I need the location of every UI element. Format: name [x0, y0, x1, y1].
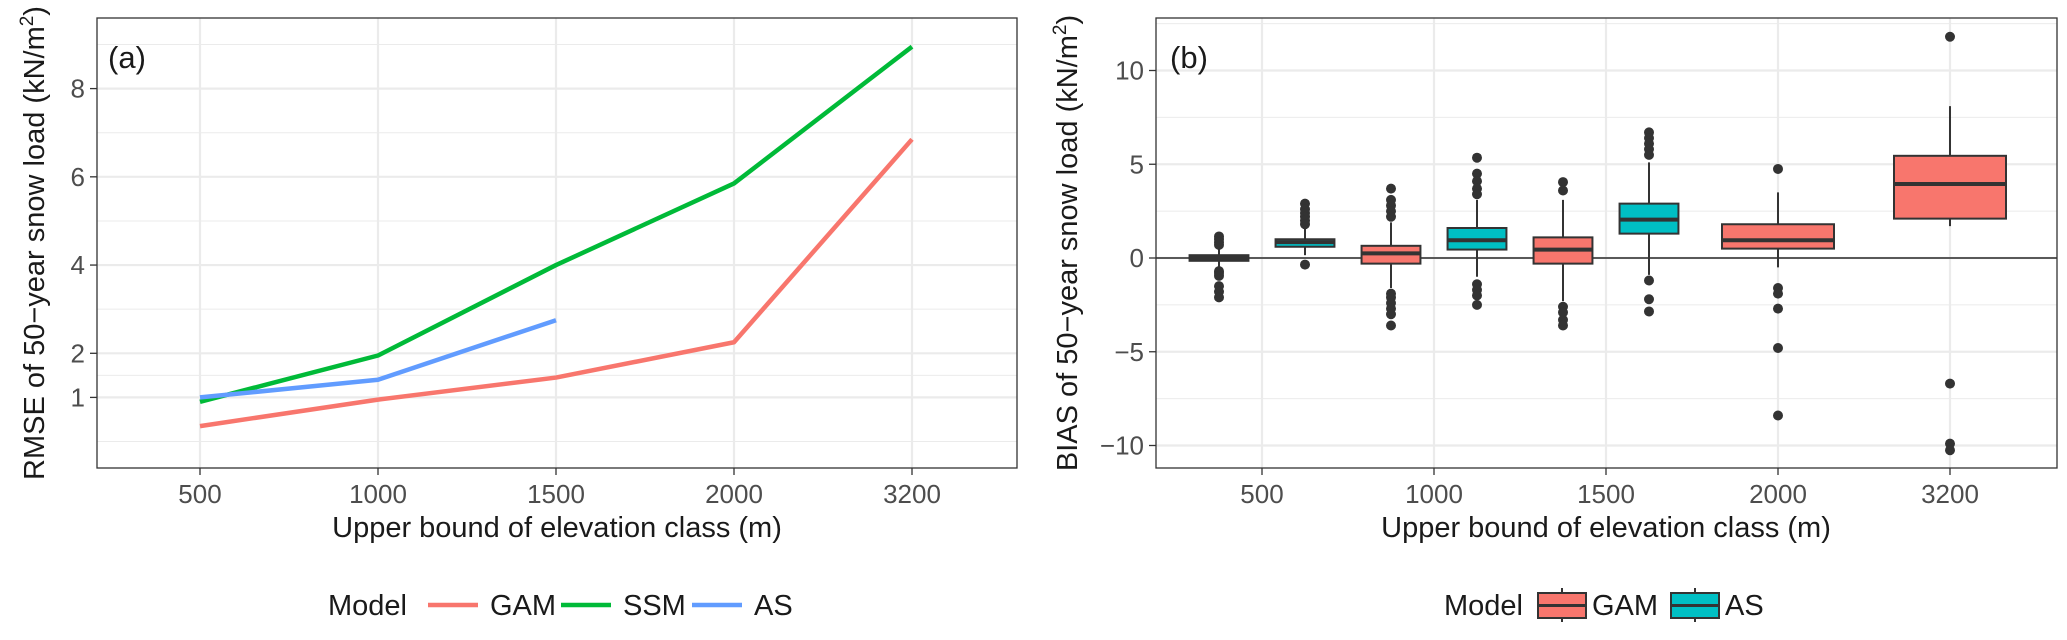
outlier-point — [1773, 303, 1783, 314]
series-line-gam — [199, 137, 914, 429]
x-tick-label: 2000 — [705, 479, 763, 509]
panel-a-x-axis-title: Upper bound of elevation class (m) — [332, 512, 782, 544]
panel-b-legend-title: Model — [1444, 590, 1523, 622]
panel-a-x-axis-ticks: 500 1000 1500 2000 3200 — [178, 468, 941, 509]
y-tick-label: 1 — [71, 382, 85, 412]
outlier-point — [1472, 299, 1482, 310]
x-tick-label: 2000 — [1749, 479, 1807, 509]
box-gam-1000 — [1360, 183, 1422, 331]
panel-a-border — [96, 17, 1018, 469]
panel-a-legend-title: Model — [328, 590, 407, 622]
x-tick-label: 1000 — [1405, 479, 1463, 509]
panel-b-x-axis-ticks: 500 1000 1500 2000 3200 — [1240, 468, 1979, 509]
panel-b-legend-label-as: AS — [1725, 590, 1764, 622]
outlier-point — [1945, 378, 1955, 389]
y-tick-label: 0 — [1130, 243, 1144, 273]
panel-b-y-axis-ticks: −10 −5 0 5 10 — [1100, 56, 1156, 461]
outlier-point — [1386, 183, 1396, 194]
outlier-point — [1214, 239, 1224, 250]
outlier-point — [1644, 294, 1654, 305]
panel-a-y-axis-title-close: ) — [19, 6, 51, 16]
y-tick-label: 5 — [1130, 149, 1144, 179]
panel-a-legend-label-gam: GAM — [490, 590, 556, 622]
outlier-point — [1773, 410, 1783, 421]
x-tick-label: 1000 — [349, 479, 407, 509]
panel-b-bias-boxplot: −10 −5 0 5 10 500 1000 1500 2000 3200 (b) Upper … — [1050, 15, 2058, 622]
box-gam-3200 — [1893, 31, 2007, 456]
outlier-point — [1472, 152, 1482, 163]
panel-a-label: (a) — [108, 40, 146, 75]
panel-b-y-axis-title: BIAS of 50−year snow load (kN/m2) — [1050, 15, 1084, 471]
x-tick-label: 3200 — [1921, 479, 1979, 509]
outlier-point — [1300, 259, 1310, 270]
panel-a-rmse-line-chart: 1 2 4 6 8 500 1000 1500 2000 3200 (a) Upper boun… — [17, 6, 1018, 622]
panel-b-y-axis-title-close: ) — [1052, 15, 1084, 25]
box-iqr — [1893, 154, 2007, 220]
x-tick-label: 500 — [178, 479, 221, 509]
box-iqr — [1721, 223, 1835, 250]
panel-b-legend-key-gam — [1537, 588, 1587, 622]
outlier-point — [1558, 307, 1568, 318]
box-as-500 — [1274, 198, 1336, 270]
box-as-1500 — [1618, 127, 1680, 317]
panel-a-y-axis-title: RMSE of 50−year snow load (kN/m2) — [17, 6, 51, 480]
outlier-point — [1945, 445, 1955, 456]
panel-a-y-axis-ticks: 1 2 4 6 8 — [71, 74, 97, 412]
outlier-point — [1558, 320, 1568, 331]
y-tick-label: 2 — [71, 338, 85, 368]
panel-b-label: (b) — [1170, 40, 1208, 75]
panel-a-y-axis-title-main: RMSE of 50−year snow load (kN/m — [19, 26, 51, 480]
panel-b-x-axis-title: Upper bound of elevation class (m) — [1381, 512, 1831, 544]
outlier-point — [1472, 168, 1482, 179]
outlier-point — [1472, 176, 1482, 187]
panel-b-legend-label-gam: GAM — [1592, 590, 1658, 622]
y-tick-label: 6 — [71, 162, 85, 192]
box-gam-2000 — [1721, 163, 1835, 421]
series-line-as — [199, 318, 557, 400]
outlier-point — [1644, 306, 1654, 317]
outlier-point — [1773, 343, 1783, 353]
outlier-point — [1773, 288, 1783, 299]
outlier-point — [1300, 219, 1310, 230]
panel-a-legend: Model GAM SSM AS — [328, 590, 793, 622]
series-line-ssm — [199, 44, 914, 405]
panel-a-y-axis-title-superscript: 2 — [17, 16, 38, 27]
box-as-1000 — [1446, 152, 1508, 310]
panel-b-y-axis-title-main: BIAS of 50−year snow load (kN/m — [1052, 35, 1084, 471]
x-tick-label: 500 — [1240, 479, 1283, 509]
outlier-point — [1472, 189, 1482, 200]
panel-b-boxplots — [1188, 31, 2007, 456]
y-tick-label: −10 — [1100, 431, 1144, 461]
box-gam-1500 — [1532, 177, 1594, 331]
outlier-point — [1214, 270, 1224, 281]
outlier-point — [1558, 177, 1568, 188]
x-tick-label: 1500 — [1577, 479, 1635, 509]
outlier-point — [1386, 309, 1396, 320]
y-tick-label: 10 — [1115, 56, 1144, 86]
outlier-point — [1386, 211, 1396, 222]
y-tick-label: −5 — [1114, 337, 1144, 367]
y-tick-label: 4 — [71, 250, 85, 280]
outlier-point — [1472, 290, 1482, 301]
panel-b-legend-key-as — [1670, 588, 1720, 622]
outlier-point — [1644, 149, 1654, 160]
outlier-point — [1773, 163, 1783, 174]
panel-b-legend: Model GAM AS — [1444, 588, 1764, 622]
panel-a-legend-label-as: AS — [754, 590, 793, 622]
panel-a-series-lines — [199, 44, 914, 429]
panel-a-gridlines — [97, 18, 1017, 468]
panel-a-legend-label-ssm: SSM — [623, 590, 686, 622]
outlier-point — [1644, 275, 1654, 286]
outlier-point — [1945, 31, 1955, 42]
x-tick-label: 3200 — [883, 479, 941, 509]
panel-b-y-axis-title-superscript: 2 — [1050, 25, 1071, 36]
y-tick-label: 8 — [71, 74, 85, 104]
x-tick-label: 1500 — [527, 479, 585, 509]
outlier-point — [1386, 320, 1396, 331]
outlier-point — [1558, 185, 1568, 196]
box-gam-500 — [1188, 231, 1250, 303]
outlier-point — [1214, 292, 1224, 303]
